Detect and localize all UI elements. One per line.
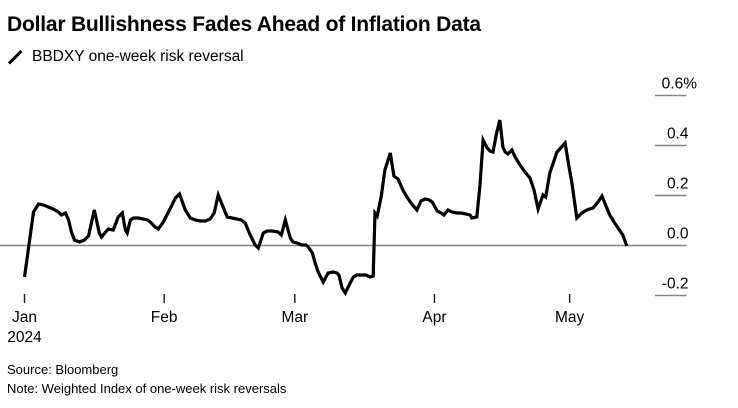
y-axis-label: 0.0 — [667, 226, 689, 243]
x-axis-label: Apr — [422, 309, 446, 326]
x-axis-label: Jan — [12, 309, 37, 326]
y-axis-label: 0.2 — [667, 176, 689, 193]
y-axis-label: 0.6% — [662, 76, 698, 93]
x-axis-year-label: 2024 — [7, 329, 42, 346]
y-axis-label: 0.4 — [667, 126, 689, 143]
series-line — [22, 119, 629, 297]
line-series-icon — [7, 49, 23, 65]
legend: BBDXY one-week risk reversal — [7, 48, 244, 66]
y-axis-label: -0.2 — [662, 276, 689, 293]
footer: Source: Bloomberg Note: Weighted Index o… — [7, 361, 286, 398]
legend-label: BBDXY one-week risk reversal — [32, 48, 244, 65]
x-axis-label: Feb — [151, 309, 178, 326]
x-axis-label: Mar — [281, 309, 308, 326]
source-text: Source: Bloomberg — [7, 362, 119, 377]
x-axis-label: May — [555, 309, 585, 326]
note-text: Note: Weighted Index of one-week risk re… — [7, 380, 287, 396]
chart-title: Dollar Bullishness Fades Ahead of Inflat… — [7, 13, 481, 36]
